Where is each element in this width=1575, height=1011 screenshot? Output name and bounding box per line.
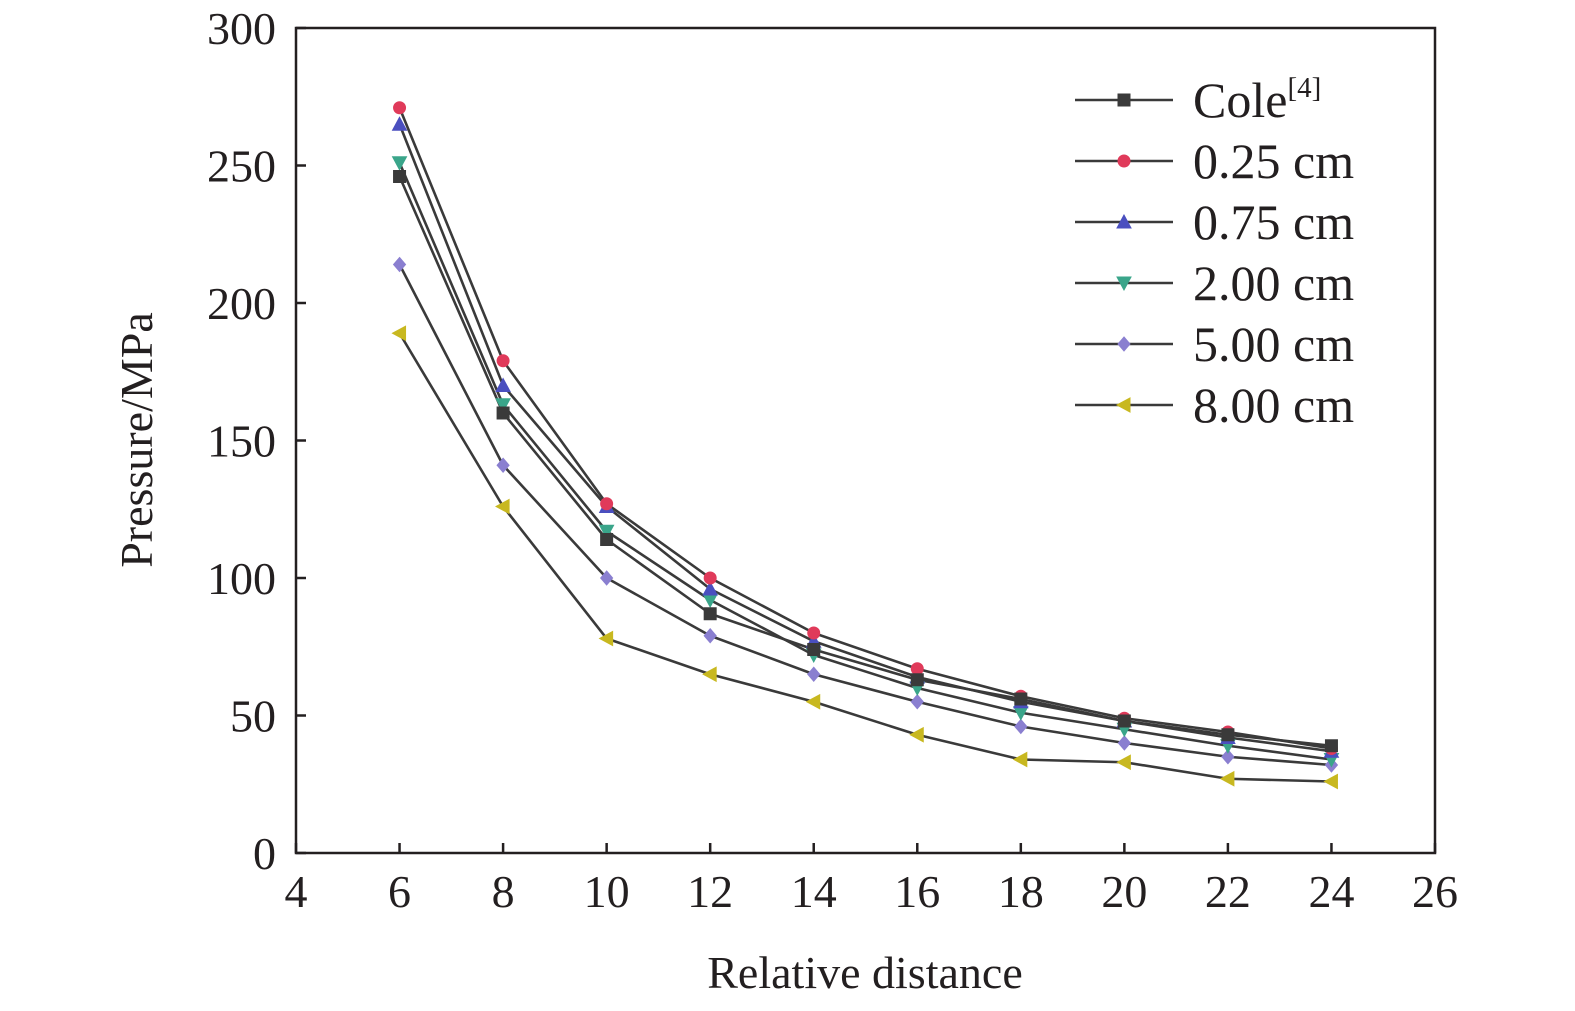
data-point-marker	[909, 726, 924, 743]
legend-label: 5.00 cm	[1193, 316, 1354, 372]
data-point-marker	[391, 156, 408, 171]
y-tick-label: 100	[207, 553, 276, 604]
data-point-marker	[1219, 770, 1235, 787]
data-point-marker	[393, 101, 407, 115]
y-axis-ticks: 0 50 100 150 200 250 300	[207, 3, 306, 879]
data-point-marker	[391, 325, 407, 342]
data-point-marker	[1117, 714, 1131, 728]
data-point-marker	[496, 457, 510, 474]
data-point-marker	[391, 116, 408, 131]
data-point-marker	[910, 662, 924, 676]
x-tick-label: 14	[791, 866, 837, 917]
data-point-marker	[1116, 276, 1132, 292]
data-point-marker	[495, 398, 511, 413]
data-point-marker	[495, 498, 510, 515]
legend-label: 0.75 cm	[1193, 194, 1354, 250]
data-point-marker	[807, 626, 821, 640]
data-point-marker	[1324, 739, 1338, 753]
series-line	[398, 162, 1332, 761]
data-point-marker	[600, 497, 614, 511]
data-point-marker	[1117, 154, 1131, 168]
data-point-marker	[600, 533, 614, 546]
x-tick-label: 22	[1205, 866, 1251, 917]
x-tick-label: 18	[998, 866, 1044, 917]
y-axis-title: Pressure/MPa	[111, 312, 162, 568]
series-lines	[398, 107, 1332, 783]
data-point-marker	[1115, 397, 1131, 413]
series-markers	[391, 101, 1340, 790]
x-tick-label: 26	[1412, 866, 1458, 917]
data-point-marker	[496, 406, 510, 420]
data-point-marker	[1221, 748, 1235, 765]
data-point-marker	[910, 673, 924, 687]
y-tick-label: 300	[207, 3, 276, 54]
y-tick-label: 150	[207, 416, 276, 467]
legend-label: 2.00 cm	[1193, 255, 1354, 311]
data-point-marker	[599, 570, 614, 586]
legend-label-superscript: [4]	[1287, 72, 1321, 104]
data-point-marker	[1117, 336, 1131, 352]
x-tick-label: 16	[894, 866, 940, 917]
legend-label: 8.00 cm	[1193, 377, 1354, 433]
data-point-marker	[703, 627, 717, 644]
series-line	[398, 107, 1332, 750]
x-tick-label: 10	[584, 866, 630, 917]
x-axis-ticks: 4 6 8 10 12 14 16 18 20 22 24 26	[285, 843, 1458, 917]
data-point-marker	[1117, 93, 1131, 107]
series-line	[398, 332, 1332, 783]
data-point-marker	[1221, 728, 1235, 742]
data-point-marker	[1116, 213, 1132, 229]
plot-area-frame	[294, 26, 1437, 855]
x-tick-label: 4	[285, 866, 308, 917]
x-tick-label: 8	[492, 866, 515, 917]
y-tick-label: 0	[253, 828, 276, 879]
data-point-marker	[805, 693, 821, 710]
data-point-marker	[393, 170, 407, 183]
legend-label: 0.25 cm	[1193, 133, 1354, 189]
x-tick-label: 12	[687, 866, 733, 917]
x-tick-label: 24	[1308, 866, 1354, 917]
data-point-marker	[1012, 751, 1028, 768]
x-axis-title: Relative distance	[707, 947, 1023, 998]
data-point-marker	[703, 571, 717, 585]
legend: Cole[4]0.25 cm0.75 cm2.00 cm5.00 cm8.00 …	[1075, 72, 1354, 433]
data-point-marker	[910, 693, 924, 710]
data-point-marker	[1014, 692, 1028, 706]
data-point-marker	[392, 256, 407, 273]
series-line	[398, 123, 1332, 753]
y-tick-label: 200	[207, 278, 276, 329]
data-point-marker	[598, 630, 614, 647]
data-point-marker	[1323, 773, 1338, 790]
data-point-marker	[495, 377, 511, 392]
data-point-marker	[598, 524, 615, 540]
series-line	[398, 175, 1332, 748]
series-line	[398, 263, 1332, 767]
y-tick-label: 50	[230, 691, 276, 742]
x-tick-label: 6	[388, 866, 411, 917]
data-point-marker	[1014, 718, 1028, 735]
data-point-marker	[703, 607, 717, 621]
data-point-marker	[1116, 754, 1131, 771]
data-point-marker	[807, 643, 821, 656]
data-point-marker	[702, 580, 719, 596]
data-point-marker	[1117, 735, 1132, 751]
x-tick-label: 20	[1101, 866, 1147, 917]
data-point-marker	[496, 354, 510, 368]
y-tick-label: 250	[207, 141, 276, 192]
data-point-marker	[702, 666, 717, 683]
data-point-marker	[807, 666, 821, 683]
